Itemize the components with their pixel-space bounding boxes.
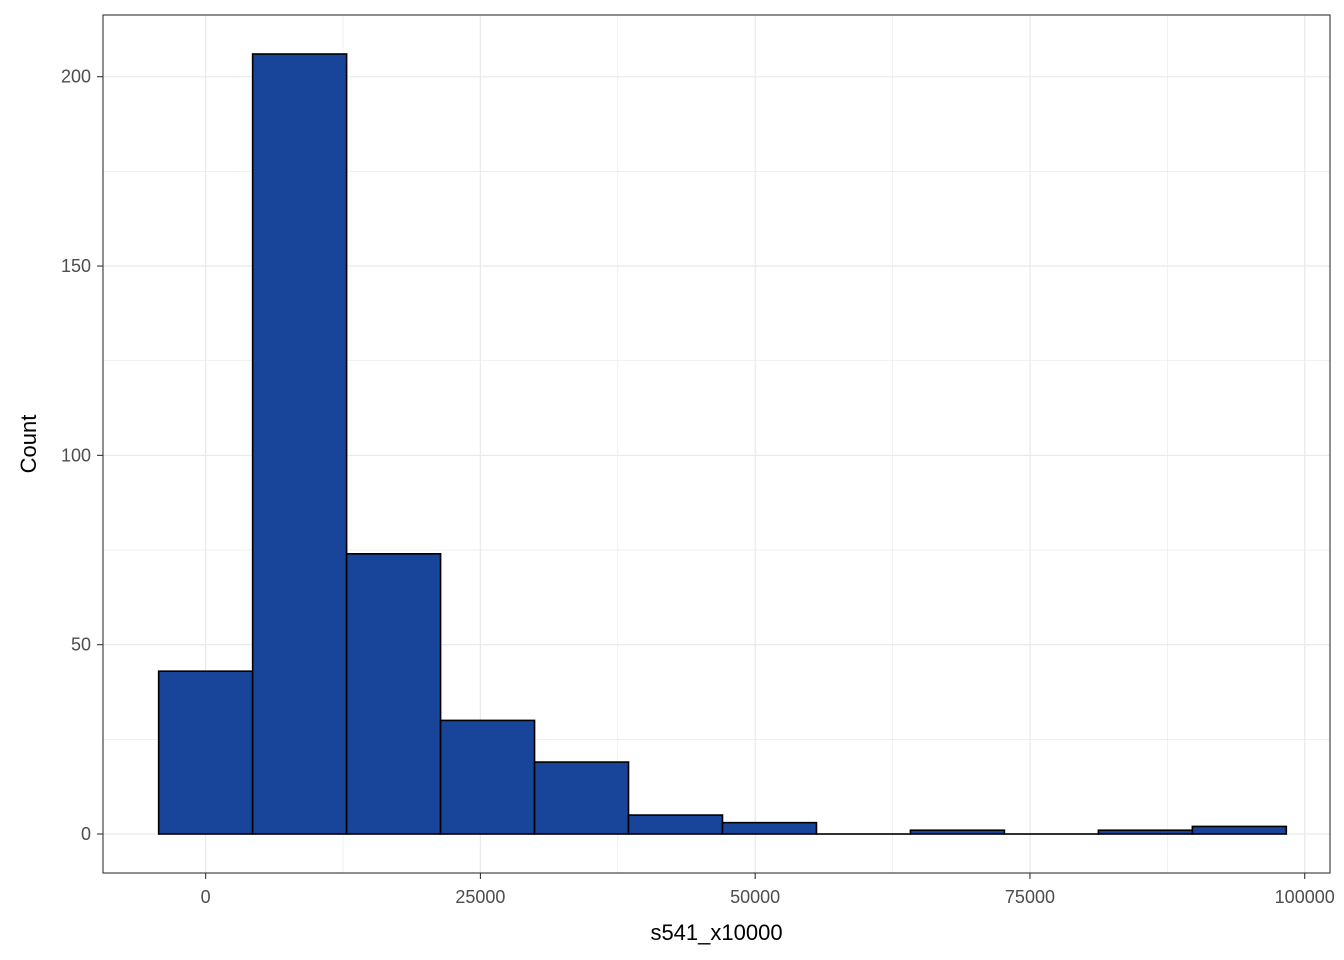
histogram-bar-2 bbox=[345, 553, 442, 835]
histogram-bar-1 bbox=[251, 53, 348, 835]
y-axis-title: Count bbox=[16, 415, 41, 474]
histogram-bar-4 bbox=[533, 761, 630, 835]
x-tick-label: 100000 bbox=[1275, 887, 1335, 907]
histogram-bar-5 bbox=[627, 814, 724, 835]
y-axis: 0 50 100 150 200 bbox=[61, 67, 103, 844]
histogram-bar-8 bbox=[909, 829, 1006, 835]
x-tick-label: 0 bbox=[201, 887, 211, 907]
x-tick-label: 25000 bbox=[455, 887, 505, 907]
bars bbox=[157, 53, 1288, 835]
y-tick-label: 100 bbox=[61, 445, 91, 465]
x-tick-label: 50000 bbox=[730, 887, 780, 907]
x-tick-label: 75000 bbox=[1005, 887, 1055, 907]
histogram-bar-0 bbox=[157, 670, 254, 835]
histogram-bar-10 bbox=[1097, 829, 1194, 835]
y-tick-label: 200 bbox=[61, 67, 91, 87]
y-tick-label: 150 bbox=[61, 256, 91, 276]
panel-border bbox=[102, 14, 1331, 874]
histogram-bar-6 bbox=[721, 821, 818, 835]
histogram-bar-3 bbox=[439, 719, 536, 835]
y-tick-label: 50 bbox=[71, 635, 91, 655]
x-axis: 0 25000 50000 75000 100000 bbox=[201, 873, 1335, 907]
x-axis-title: s541_x10000 bbox=[650, 920, 782, 945]
histogram-bar-11 bbox=[1191, 825, 1288, 835]
y-tick-label: 0 bbox=[81, 824, 91, 844]
